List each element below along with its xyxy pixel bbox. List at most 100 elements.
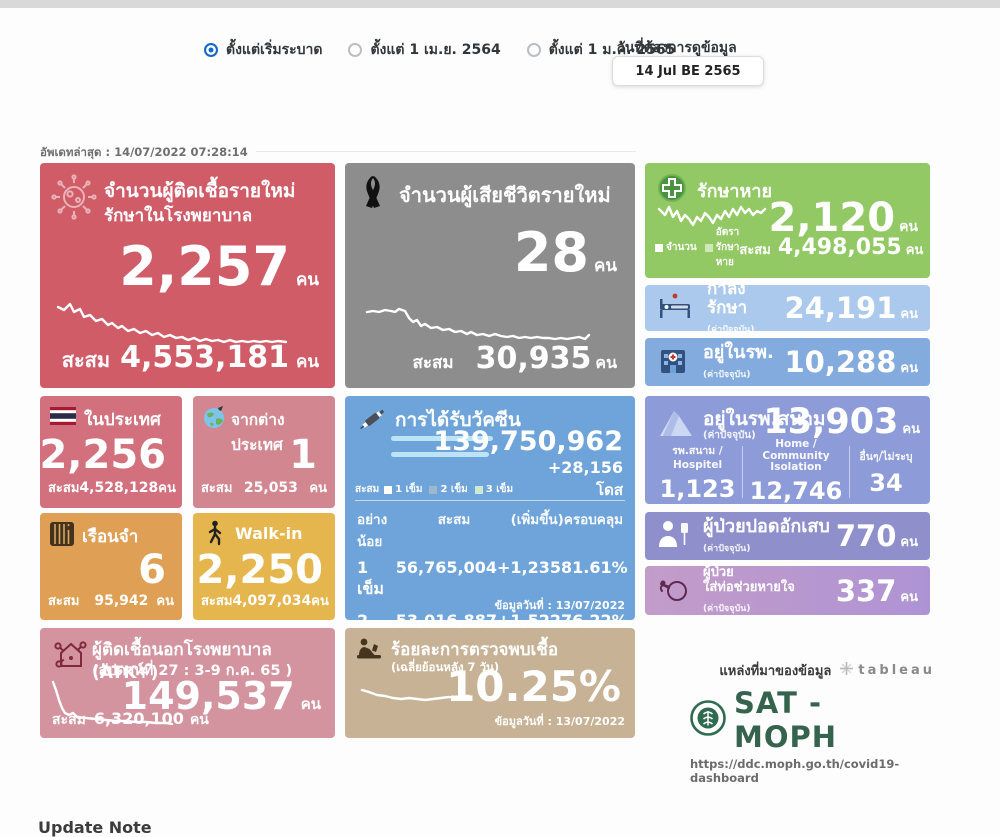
syringe-icon: [357, 404, 387, 438]
vaccine-unit: โดส: [596, 481, 623, 499]
card-subtitle: (ค่าปัจจุบัน): [703, 430, 756, 441]
card-title: Walk-in: [235, 524, 303, 543]
abroad-value: 1: [289, 432, 317, 478]
card-field-hospital[interactable]: อยู่ในรพ.สนาม (ค่าปัจจุบัน) 13,903 คน รพ…: [645, 396, 930, 505]
vaccine-bar: [391, 452, 489, 457]
vaccine-total: 139,750,962: [433, 426, 623, 457]
prison-value: 6: [138, 547, 166, 593]
walkin-cumulative: สะสม 4,097,034 คน: [201, 593, 329, 609]
field-hospital-value: 13,903: [763, 402, 899, 442]
thai-flag-icon: [50, 407, 76, 429]
vaccine-delta: +28,156: [547, 458, 623, 477]
radio-label[interactable]: ตั้งแต่เริ่มระบาด: [226, 42, 323, 58]
medical-cross-icon: [657, 173, 687, 207]
card-subtitle: (ค่าปัจจุบัน): [703, 603, 751, 614]
positive-rate-data-date: ข้อมูลวันที่ : 13/07/2022: [494, 715, 625, 728]
intubation-icon: [657, 574, 691, 608]
globe-icon: [202, 405, 226, 433]
unit: คน: [899, 219, 918, 235]
recovered-cumulative: สะสม 4,498,055 คน: [739, 235, 924, 260]
source-label: แหล่งที่มาของข้อมูล: [719, 664, 832, 679]
radio-since-outbreak[interactable]: [204, 43, 218, 57]
card-pneumonia[interactable]: ผู้ป่วยปอดอักเสบ (ค่าปัจจุบัน) 770 คน: [645, 512, 930, 560]
card-title: จำนวนผู้เสียชีวิตรายใหม่: [399, 183, 611, 207]
source-url[interactable]: https://ddc.moph.go.th/covid19-dashboard: [690, 757, 900, 785]
card-atk[interactable]: ผู้ติดเชื้อนอกโรงพยาบาล (ATK+) (สัปดาห์ท…: [40, 628, 335, 738]
deaths-cumulative: สะสม 30,935 คน: [412, 341, 617, 376]
patient-iv-icon: [657, 519, 691, 553]
card-title: จากต่างประเทศ: [231, 411, 285, 454]
lab-microscope-icon: [355, 636, 385, 668]
walking-person-icon: [205, 520, 225, 550]
radio-since-jan-2565[interactable]: [526, 43, 541, 57]
card-title-line2: ใส่ท่อช่วยหายใจ: [703, 580, 795, 595]
card-title: ผู้ป่วยปอดอักเสบ: [703, 515, 830, 537]
card-title: ในประเทศ: [84, 410, 161, 430]
deaths-sparkline: [365, 307, 591, 341]
card-title: เรือนจำ: [82, 527, 139, 547]
card-title: กำลังรักษา: [707, 278, 748, 318]
recovered-value: 2,120: [768, 195, 896, 241]
tableau-logo-icon: [839, 661, 854, 680]
card-in-treatment[interactable]: กำลังรักษา (ค่าปัจจุบัน) 24,191 คน: [645, 279, 930, 335]
radio-label[interactable]: ตั้งแต่ 1 ม.ค. 2565: [548, 42, 676, 58]
home-virus-icon: [50, 636, 88, 676]
recovered-legend: จำนวน อัตรารักษาหาย: [655, 225, 739, 270]
source-name: SAT - MOPH: [734, 686, 838, 754]
card-subtitle: (ค่าปัจจุบัน): [707, 325, 755, 336]
card-positive-rate[interactable]: ร้อยละการตรวจพบเชื้อ (เฉลี่ยย้อนหลัง 7 ว…: [345, 628, 635, 738]
moph-logo: [690, 700, 726, 740]
card-title-line1: ผู้ป่วย: [703, 565, 734, 581]
card-domestic[interactable]: ในประเทศ 2,256 สะสม 4,528,128 คน: [39, 396, 182, 508]
atk-cumulative: สะสม 6,320,100 คน: [52, 709, 209, 728]
domestic-value: 2,256: [39, 432, 166, 478]
pneumonia-value: 770 คน: [835, 519, 918, 553]
card-title: การได้รับวัคซีน: [395, 409, 521, 431]
card-title: จำนวนผู้ติดเชื้อรายใหม่: [104, 180, 296, 202]
unit: คน: [902, 422, 920, 437]
last-update-text: อัพเดทล่าสุด : 14/07/2022 07:28:14: [40, 145, 248, 159]
virus-icon: [50, 173, 98, 225]
abroad-cumulative: สะสม 25,053 คน: [201, 480, 327, 496]
card-title: อยู่ในรพ.: [703, 341, 774, 363]
card-recovered[interactable]: รักษาหาย 2,120 คน จำนวน อัตรารักษาหาย สะ…: [645, 163, 930, 278]
recovered-sparkline: [657, 205, 767, 227]
hospital-icon: [657, 345, 689, 379]
black-ribbon-icon: [359, 175, 387, 213]
unit: คน: [296, 270, 319, 290]
positive-rate-sparkline: [360, 688, 471, 702]
radio-since-apr-2564[interactable]: [348, 43, 363, 57]
prison-bars-icon: [50, 522, 74, 550]
date-picker-input[interactable]: 14 Jul BE 2565: [612, 56, 764, 86]
positive-rate-value: 10.25%: [446, 662, 621, 711]
date-picker-label: วันที่ต้องการดูข้อมูล: [617, 40, 737, 56]
vaccine-bar: [391, 436, 493, 441]
card-subtitle: (สัปดาห์ที่ 27 : 3-9 ก.ค. 65 ): [92, 663, 293, 679]
deaths-value: 28: [513, 221, 589, 284]
in-treatment-value: 24,191 คน: [784, 291, 918, 325]
card-vaccine[interactable]: การได้รับวัคซีน 139,750,962 +28,156 โดส …: [345, 396, 635, 685]
source-block: แหล่งที่มาของข้อมูล tableau SAT - MOPH h…: [690, 660, 935, 785]
ventilator-value: 337 คน: [835, 573, 918, 608]
radio-group: ตั้งแต่เริ่มระบาด ตั้งแต่ 1 เม.ย. 2564 ต…: [204, 39, 675, 61]
card-new-cases[interactable]: จำนวนผู้ติดเชื้อรายใหม่ รักษาในโรงพยาบาล…: [40, 163, 335, 388]
card-title: รักษาหาย: [697, 181, 773, 202]
new-cases-cumulative: สะสม 4,553,181 คน: [61, 340, 319, 375]
card-title: ผู้ติดเชื้อนอกโรงพยาบาล (ATK+): [92, 640, 272, 683]
new-cases-sparkline: [56, 302, 288, 344]
card-deaths[interactable]: จำนวนผู้เสียชีวิตรายใหม่ 28 คน สะสม 30,9…: [345, 163, 635, 388]
card-title: ร้อยละการตรวจพบเชื้อ: [391, 640, 559, 660]
walkin-value: 2,250: [196, 547, 323, 593]
radio-label[interactable]: ตั้งแต่ 1 เม.ย. 2564: [370, 42, 501, 58]
card-prison[interactable]: เรือนจำ 6 สะสม 95,942 คน: [40, 513, 182, 620]
tableau-wordmark: tableau: [858, 663, 935, 678]
card-in-hospital[interactable]: อยู่ในรพ. (ค่าปัจจุบัน) 10,288 คน: [645, 338, 930, 386]
card-ventilator[interactable]: ผู้ป่วย ใส่ท่อช่วยหายใจ (ค่าปัจจุบัน) 33…: [645, 565, 930, 615]
card-subtitle: (ค่าปัจจุบัน): [703, 370, 751, 381]
card-abroad[interactable]: จากต่างประเทศ 1 สะสม 25,053 คน: [193, 396, 335, 508]
vaccine-legend: สะสม 1 เข็ม 2 เข็ม 3 เข็ม: [355, 484, 514, 495]
vaccine-row-dose2: 2 เข็ม 53,016,887 +1,522 76.22%: [357, 611, 628, 651]
card-subtitle: รักษาในโรงพยาบาล: [104, 206, 253, 226]
bed-icon: [657, 291, 693, 325]
card-walkin[interactable]: Walk-in 2,250 สะสม 4,097,034 คน: [193, 513, 335, 620]
